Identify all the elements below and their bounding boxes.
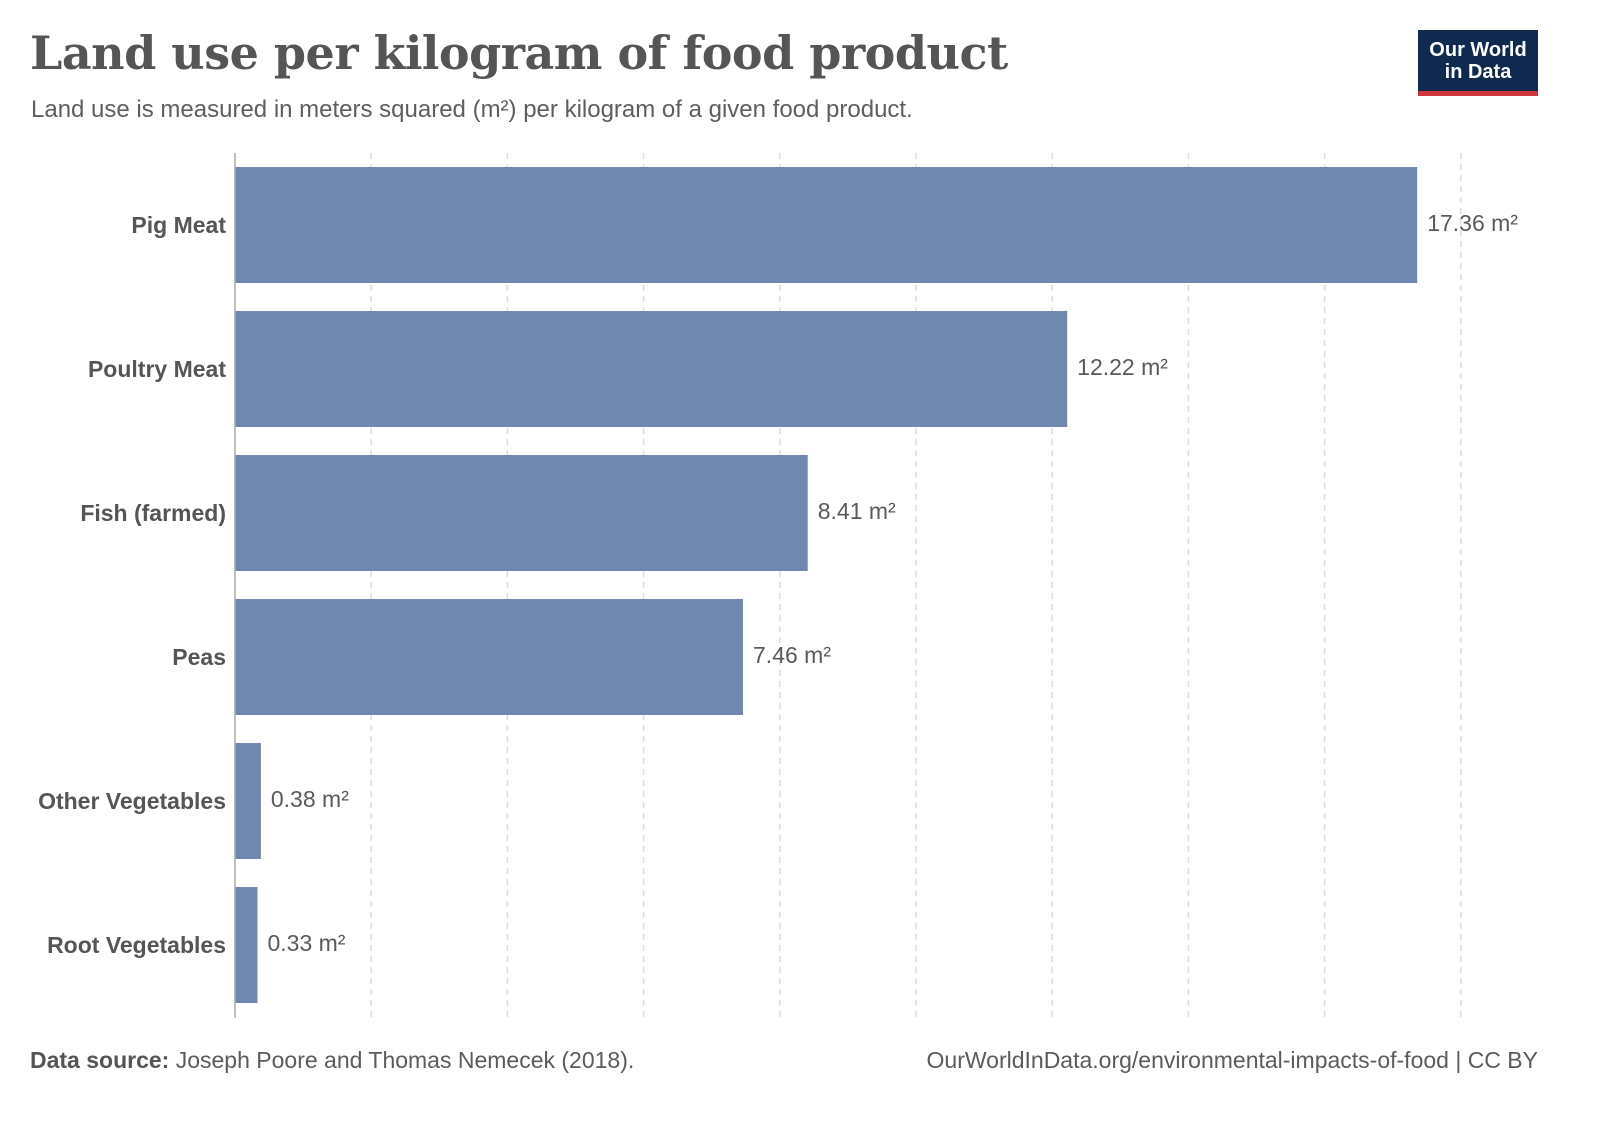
chart-subtitle: Land use is measured in meters squared (… (31, 96, 913, 123)
value-label: 8.41 m² (818, 498, 896, 524)
category-label: Other Vegetables (38, 788, 226, 814)
bar[interactable] (235, 887, 258, 1003)
bar[interactable] (235, 743, 261, 859)
bar[interactable] (235, 167, 1418, 283)
logo-line-2: in Data (1444, 60, 1512, 83)
bar[interactable] (235, 599, 744, 715)
bar[interactable] (235, 311, 1068, 427)
category-label: Peas (172, 644, 226, 670)
category-label: Fish (farmed) (80, 500, 226, 526)
category-label: Poultry Meat (88, 356, 226, 382)
bar[interactable] (235, 455, 808, 571)
logo-line-1: Our World (1429, 38, 1527, 61)
bars: Pig Meat 17.36 m² Poultry Meat 12.22 m² Fish… (38, 167, 1518, 1003)
chart-title: Land use per kilogram of food product (30, 26, 1008, 80)
value-label: 7.46 m² (753, 642, 831, 668)
value-label: 0.33 m² (267, 930, 345, 956)
url-license[interactable]: OurWorldInData.org/environmental-impacts… (926, 1047, 1538, 1073)
grid-lines (370, 153, 1462, 1018)
value-label: 17.36 m² (1427, 210, 1518, 236)
value-label: 12.22 m² (1077, 354, 1168, 380)
category-label: Root Vegetables (47, 932, 226, 958)
data-source-text: Joseph Poore and Thomas Nemecek (2018). (169, 1047, 635, 1073)
value-label: 0.38 m² (271, 786, 349, 812)
category-label: Pig Meat (131, 212, 226, 238)
owid-logo[interactable]: Our World in Data (1418, 30, 1538, 96)
data-source: Data source: Joseph Poore and Thomas Nem… (30, 1047, 634, 1074)
data-source-label: Data source: (30, 1047, 170, 1073)
